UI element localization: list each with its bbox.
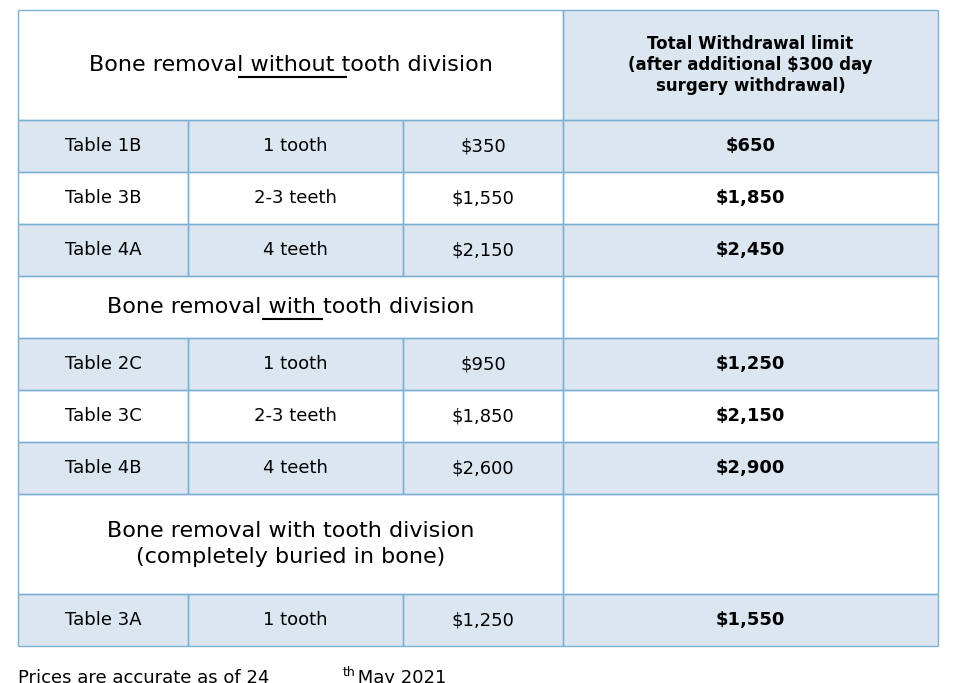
Text: 2-3 teeth: 2-3 teeth (254, 189, 337, 207)
Text: Total Withdrawal limit
(after additional $300 day
surgery withdrawal): Total Withdrawal limit (after additional… (628, 36, 872, 95)
Text: 4 teeth: 4 teeth (263, 459, 328, 477)
Text: Bone removal with tooth division
(completely buried in bone): Bone removal with tooth division (comple… (107, 521, 474, 567)
Bar (188, 390, 403, 442)
Text: 1 tooth: 1 tooth (263, 611, 328, 629)
Bar (18, 338, 188, 390)
Bar (18, 494, 563, 594)
Bar (18, 10, 563, 120)
Bar (563, 276, 938, 338)
Bar (18, 276, 563, 338)
Text: Bone removal without tooth division: Bone removal without tooth division (89, 55, 492, 75)
Bar (188, 120, 403, 172)
Bar (403, 442, 563, 494)
Bar (18, 224, 188, 276)
Text: $350: $350 (460, 137, 506, 155)
Text: May 2021: May 2021 (352, 669, 447, 683)
Bar (18, 594, 188, 646)
Text: 1 tooth: 1 tooth (263, 137, 328, 155)
Bar (18, 172, 188, 224)
Bar (18, 442, 188, 494)
Text: 4 teeth: 4 teeth (263, 241, 328, 259)
Bar (188, 594, 403, 646)
Text: $650: $650 (726, 137, 776, 155)
Text: $1,850: $1,850 (716, 189, 786, 207)
Bar (18, 120, 188, 172)
Text: Table 4A: Table 4A (65, 241, 141, 259)
Bar (563, 390, 938, 442)
Bar (563, 120, 938, 172)
Text: $950: $950 (460, 355, 506, 373)
Text: $1,550: $1,550 (452, 189, 514, 207)
Text: $1,850: $1,850 (452, 407, 514, 425)
Bar (188, 442, 403, 494)
Bar (403, 120, 563, 172)
Text: Table 3A: Table 3A (65, 611, 141, 629)
Text: $2,900: $2,900 (716, 459, 786, 477)
Bar (188, 338, 403, 390)
Text: Table 1B: Table 1B (65, 137, 141, 155)
Bar (403, 594, 563, 646)
Text: $1,550: $1,550 (716, 611, 786, 629)
Text: 1 tooth: 1 tooth (263, 355, 328, 373)
Bar (563, 594, 938, 646)
Text: Table 3C: Table 3C (65, 407, 142, 425)
Bar (563, 494, 938, 594)
Text: th: th (343, 665, 355, 678)
Text: $2,150: $2,150 (452, 241, 514, 259)
Bar (188, 224, 403, 276)
Bar (563, 442, 938, 494)
Bar (403, 224, 563, 276)
Text: $1,250: $1,250 (716, 355, 786, 373)
Text: Bone removal with tooth division: Bone removal with tooth division (107, 297, 474, 317)
Text: $1,250: $1,250 (452, 611, 514, 629)
Bar (563, 172, 938, 224)
Bar (188, 172, 403, 224)
Text: Table 3B: Table 3B (65, 189, 141, 207)
Bar (403, 172, 563, 224)
Bar (563, 338, 938, 390)
Text: Table 4B: Table 4B (65, 459, 141, 477)
Bar (403, 390, 563, 442)
Text: Table 2C: Table 2C (65, 355, 142, 373)
Text: Prices are accurate as of 24: Prices are accurate as of 24 (18, 669, 269, 683)
Bar (403, 338, 563, 390)
Text: $2,450: $2,450 (716, 241, 786, 259)
Bar (563, 10, 938, 120)
Text: $2,150: $2,150 (716, 407, 786, 425)
Text: $2,600: $2,600 (452, 459, 514, 477)
Text: 2-3 teeth: 2-3 teeth (254, 407, 337, 425)
Bar (18, 390, 188, 442)
Bar (563, 224, 938, 276)
